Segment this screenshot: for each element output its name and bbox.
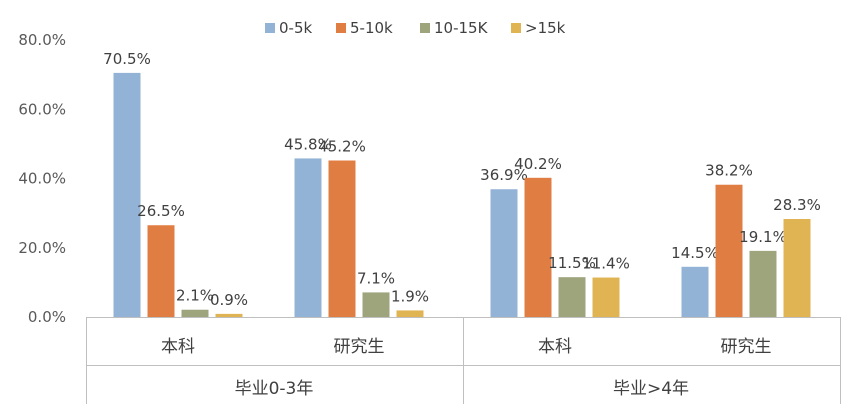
bar xyxy=(524,177,552,317)
bar xyxy=(558,277,586,317)
group-label: 毕业0-3年 xyxy=(235,379,314,399)
legend-label: 10-15K xyxy=(434,19,489,37)
legend-swatch xyxy=(511,23,521,33)
data-label: 45.8% xyxy=(284,135,332,153)
y-tick-label: 20.0% xyxy=(18,239,66,257)
legend: 0-5k 5-10k 10-15K >15k xyxy=(265,19,566,37)
legend-label: >15k xyxy=(525,19,566,37)
y-tick-label: 80.0% xyxy=(18,31,66,49)
data-label: 19.1% xyxy=(739,228,787,246)
data-label: 45.2% xyxy=(318,137,366,155)
bar xyxy=(592,277,620,317)
bar xyxy=(681,266,709,317)
bar xyxy=(749,250,777,317)
bar xyxy=(215,313,243,317)
category-label: 研究生 xyxy=(721,337,772,357)
data-label: 0.9% xyxy=(210,291,248,309)
data-label: 1.9% xyxy=(391,287,429,305)
data-label: 40.2% xyxy=(514,155,562,173)
data-label: 14.5% xyxy=(671,244,719,262)
category-label: 研究生 xyxy=(334,337,385,357)
bar xyxy=(181,309,209,317)
legend-label: 5-10k xyxy=(350,19,393,37)
bar xyxy=(490,189,518,317)
data-label: 11.5% xyxy=(548,254,596,272)
bar xyxy=(328,160,356,317)
data-label: 26.5% xyxy=(137,202,185,220)
group-label: 毕业>4年 xyxy=(613,379,689,399)
bar xyxy=(396,310,424,317)
legend-swatch xyxy=(265,23,275,33)
data-label: 38.2% xyxy=(705,162,753,180)
y-tick-label: 40.0% xyxy=(18,170,66,188)
bar xyxy=(715,184,743,317)
bar xyxy=(362,292,390,317)
legend-label: 0-5k xyxy=(279,19,312,37)
data-label: 2.1% xyxy=(176,287,214,305)
data-label: 36.9% xyxy=(480,166,528,184)
bar xyxy=(113,72,141,317)
data-label: 28.3% xyxy=(773,196,821,214)
data-label: 7.1% xyxy=(357,269,395,287)
bar xyxy=(294,158,322,317)
y-axis: 0.0% 20.0% 40.0% 60.0% 80.0% xyxy=(18,31,66,326)
data-label: 11.4% xyxy=(582,255,630,273)
legend-swatch xyxy=(420,23,430,33)
legend-swatch xyxy=(336,23,346,33)
y-tick-label: 0.0% xyxy=(28,308,66,326)
data-label: 70.5% xyxy=(103,50,151,68)
bar xyxy=(783,219,811,317)
y-tick-label: 60.0% xyxy=(18,100,66,118)
category-label: 本科 xyxy=(538,337,572,357)
plot-area: 70.5% 26.5% 2.1%0.9% 45.8%45.2% 7.1%1.9% 36.9… xyxy=(103,50,821,317)
category-label: 本科 xyxy=(161,337,195,357)
bar xyxy=(147,225,175,317)
